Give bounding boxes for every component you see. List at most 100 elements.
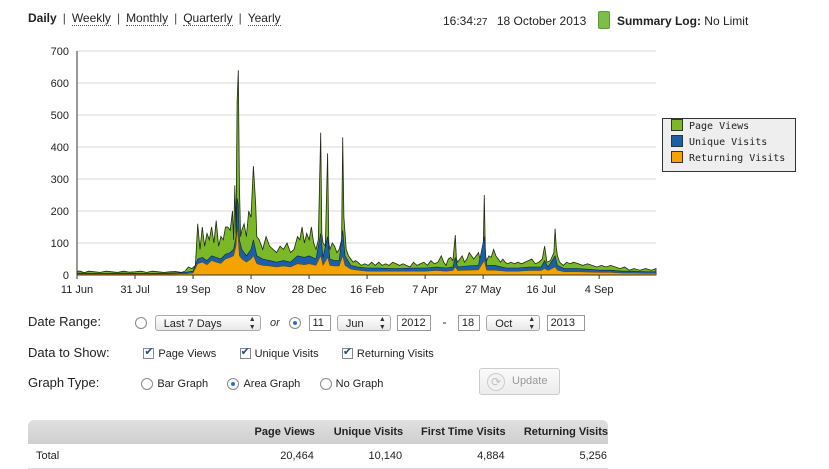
unique-visits-option: Unique Visits [254, 348, 319, 360]
table-cell: 20,464 [187, 444, 315, 469]
y-tick-label: 100 [51, 238, 69, 250]
from-day-input[interactable]: 11 [308, 314, 331, 331]
clock-seconds: 27 [476, 17, 488, 28]
x-tick-label: 16 Jul [526, 284, 555, 296]
y-tick-label: 600 [51, 78, 69, 90]
area-graph-radio[interactable] [227, 378, 240, 390]
y-tick-label: 0 [63, 270, 69, 282]
bar-graph-option: Bar Graph [157, 378, 209, 390]
period-separator: | [174, 11, 178, 25]
column-header: Unique Visits [333, 426, 404, 438]
column-header: Returning Visits [523, 426, 608, 438]
column-header [28, 420, 187, 444]
data-to-show-label: Data to Show: [28, 345, 110, 360]
y-tick-label: 500 [51, 110, 69, 122]
legend-swatch [671, 119, 683, 131]
table-cell: 4,884 [403, 444, 506, 469]
returning-visits-option: Returning Visits [356, 348, 434, 360]
page-views-area [76, 70, 657, 276]
x-tick-label: 19 Sep [176, 284, 211, 296]
period-separator: | [238, 11, 242, 25]
table-row: Total 20,464 10,140 4,884 5,256 [28, 444, 608, 469]
x-tick-label: 28 Dec [292, 284, 327, 296]
log-indicator-icon [597, 11, 610, 29]
period-monthly[interactable]: Monthly [126, 11, 169, 26]
clock-time: 16:34: [443, 14, 477, 28]
column-header: First Time Visits [421, 426, 506, 438]
select-arrows-icon: ▲ ▼ [378, 315, 386, 331]
to-month-value: Oct [495, 317, 513, 330]
period-nav: Daily | Weekly | Monthly | Quarterly | Yearly [28, 11, 281, 26]
legend-label: Returning Visits [689, 153, 786, 164]
y-tick-label: 400 [51, 142, 69, 154]
no-graph-radio[interactable] [319, 378, 332, 390]
preset-range-value: Last 7 Days [163, 317, 222, 330]
from-month-select[interactable]: Jun ▲ ▼ [336, 314, 391, 331]
area-graph-option: Area Graph [243, 378, 301, 390]
unique-visits-area [76, 198, 657, 276]
y-tick-label: 700 [51, 46, 69, 58]
traffic-area-chart: 0 100 200 300 400 500 600 700 11 Jun 31 Jul 19 Sep… [51, 46, 657, 296]
row-label: Total [28, 444, 188, 469]
date-range-row: Date Range: Last 7 Days ▲ ▼ or 11 Jun ▲ ▼ 20… [28, 314, 585, 331]
x-tick-label: 11 Jun [61, 284, 93, 296]
legend-item-page-views: Page Views [663, 119, 795, 135]
data-to-show-row: Data to Show: Page Views Unique Visits R… [28, 345, 434, 360]
to-day-input[interactable]: 18 [457, 314, 480, 331]
update-button[interactable]: ⟳ Update [479, 368, 560, 395]
x-tick-label: 7 Apr [412, 284, 438, 296]
y-tick-label: 200 [51, 206, 69, 218]
y-tick-label: 300 [51, 174, 69, 186]
range-dash: - [442, 315, 447, 329]
period-separator: | [116, 11, 121, 25]
or-label: or [270, 317, 280, 329]
x-tick-label: 27 May [465, 284, 502, 296]
summary-log-label: Summary Log: [616, 14, 701, 28]
date-range-label: Date Range: [28, 314, 101, 329]
update-label: Update [512, 375, 548, 387]
unique-visits-checkbox[interactable] [239, 345, 251, 359]
legend-swatch [671, 135, 683, 147]
no-graph-option: No Graph [335, 378, 384, 390]
column-header: Page Views [254, 426, 315, 438]
refresh-icon: ⟳ [487, 373, 505, 391]
legend-label: Page Views [689, 121, 750, 132]
period-daily[interactable]: Daily [28, 11, 57, 25]
table-cell: 5,256 [505, 444, 608, 469]
chart-legend: Page Views Unique Visits Returning Visit… [662, 118, 796, 172]
legend-swatch [671, 151, 683, 163]
preset-range-select[interactable]: Last 7 Days ▲ ▼ [154, 314, 261, 331]
page-views-checkbox[interactable] [143, 345, 155, 359]
x-tick-label: 8 Nov [237, 284, 266, 296]
select-arrows-icon: ▲ ▼ [248, 315, 256, 331]
preset-range-radio[interactable] [135, 317, 148, 329]
x-tick-label: 31 Jul [120, 284, 149, 296]
status-bar: 16:34:27 18 October 2013 Summary Log: No… [443, 11, 748, 29]
from-year-input[interactable]: 2012 [397, 314, 432, 331]
period-weekly[interactable]: Weekly [71, 11, 111, 26]
bar-graph-radio[interactable] [141, 378, 154, 390]
period-quarterly[interactable]: Quarterly [183, 11, 233, 26]
to-month-select[interactable]: Oct ▲ ▼ [486, 314, 541, 331]
table-header-row: Page Views Unique Visits First Time Visi… [28, 420, 608, 444]
legend-item-unique-visits: Unique Visits [663, 135, 795, 151]
x-tick-label: 4 Sep [585, 284, 614, 296]
summary-log-value: No Limit [704, 14, 749, 28]
period-separator: | [62, 11, 66, 25]
returning-visits-area [76, 226, 657, 276]
from-month-value: Jun [345, 317, 364, 330]
summary-table: Page Views Unique Visits First Time Visi… [28, 420, 608, 469]
returning-visits-checkbox[interactable] [341, 345, 353, 359]
page-views-option: Page Views [158, 348, 217, 360]
graph-type-label: Graph Type: [28, 375, 100, 390]
to-year-input[interactable]: 2013 [546, 314, 585, 331]
legend-label: Unique Visits [689, 137, 768, 148]
graph-type-row: Graph Type: Bar Graph Area Graph No Grap… [28, 375, 383, 390]
legend-item-returning-visits: Returning Visits [663, 151, 795, 167]
period-yearly[interactable]: Yearly [247, 11, 281, 26]
custom-range-radio[interactable] [289, 317, 302, 329]
select-arrows-icon: ▲ ▼ [528, 315, 536, 331]
x-tick-label: 16 Feb [350, 284, 384, 296]
table-cell: 10,140 [314, 444, 404, 469]
current-date: 18 October 2013 [496, 14, 587, 28]
